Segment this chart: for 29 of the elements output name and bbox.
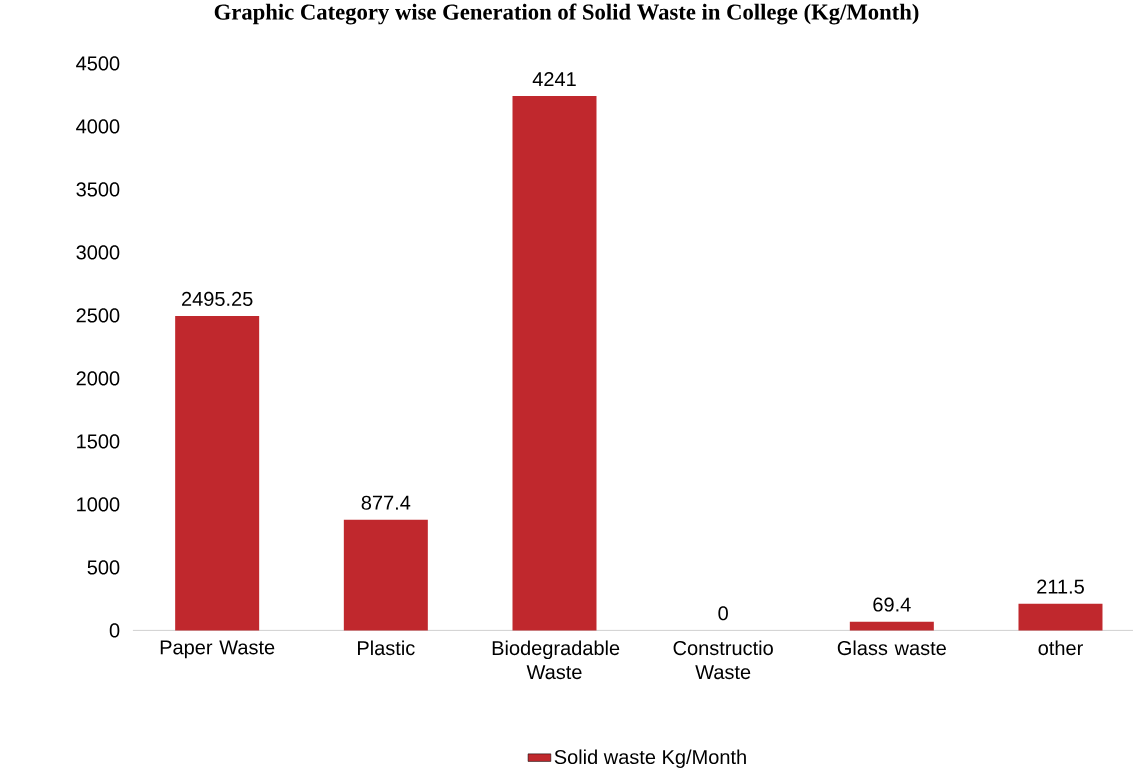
y-tick-label: 0 — [109, 623, 120, 638]
y-tick-label: 2500 — [76, 308, 120, 323]
x-tick-label: Glass waste — [837, 640, 946, 656]
data-label: 0 — [718, 606, 728, 621]
data-label: 877.4 — [361, 495, 411, 510]
data-label: 2495.25 — [182, 291, 253, 306]
legend-label: Solid waste Kg/Month — [554, 749, 746, 769]
y-tick-label: 1000 — [77, 497, 120, 512]
y-tick-label: 3000 — [76, 245, 120, 260]
y-tick-label: 2000 — [76, 371, 120, 386]
chart-title: Graphic Category wise Generation of Solid Waste in College (Kg/Month) — [214, 3, 919, 25]
bar — [849, 621, 934, 631]
x-tick-label: other — [1038, 640, 1083, 656]
data-label: 4241 — [532, 72, 576, 86]
bar — [343, 519, 428, 631]
data-label: 69.4 — [873, 597, 911, 612]
bar — [175, 316, 260, 631]
bar — [1018, 603, 1103, 631]
y-tick-label: 4500 — [76, 56, 120, 71]
x-tick-label: Paper Waste — [160, 640, 275, 659]
y-tick-label: 1500 — [77, 434, 120, 449]
x-tick-label: Constructio Waste — [673, 640, 773, 680]
y-tick-label: 4000 — [76, 119, 120, 134]
x-tick-label: Plastic — [358, 640, 415, 656]
y-tick-label: 500 — [87, 560, 120, 575]
y-tick-label: 3500 — [76, 182, 120, 197]
data-label: 211.5 — [1037, 579, 1084, 594]
bar — [512, 96, 597, 631]
x-tick-label: Biodegradable Waste — [492, 640, 620, 680]
